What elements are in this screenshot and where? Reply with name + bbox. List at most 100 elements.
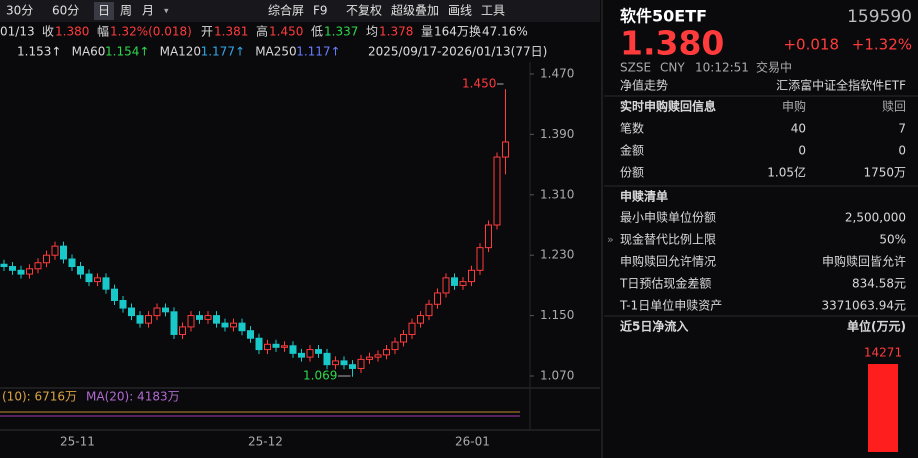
quote-value: 47.16% (482, 25, 528, 39)
quote-label: 量 (421, 25, 433, 39)
flow-value: 14271 (864, 346, 902, 360)
candle-body (459, 281, 467, 286)
status: 10:12:51 (695, 61, 749, 75)
candle-body (408, 322, 416, 335)
date-label: 25-12 (248, 435, 283, 449)
candle-body (68, 258, 76, 268)
ma-value: 1.153↑ (17, 45, 61, 59)
candle-body (179, 326, 186, 335)
candle-body (119, 300, 127, 309)
row-value: 2,500,000 (845, 211, 906, 225)
candle-body (400, 333, 407, 343)
row-value: 申购赎回皆允许 (822, 254, 906, 269)
dropdown[interactable]: ▾ (164, 7, 169, 17)
period-tab[interactable]: 30分 (6, 4, 33, 18)
candle-body (417, 315, 424, 324)
quote-value: 1.450 (269, 25, 303, 39)
row-label: T日预估现金差额 (619, 276, 711, 291)
tool-button[interactable]: 综合屏 (268, 3, 304, 18)
row-label: 申购赎回允许情况 (620, 254, 716, 269)
nav-label: 净值走势 (620, 78, 668, 93)
candle-body (264, 343, 271, 351)
row-label: 最小申赎单位份额 (620, 210, 716, 225)
candle-body (255, 337, 263, 351)
price-tick-label: 1.470 (540, 67, 574, 81)
price-tick-label: 1.230 (540, 248, 574, 262)
section-title: 申赎清单 (620, 189, 668, 204)
row-label: 笔数 (620, 121, 644, 136)
low-label: 1.069 (303, 369, 337, 383)
col-header: 申购 (782, 99, 806, 114)
volume-legend: (10): 6716万 (2, 390, 77, 404)
candle-body (323, 352, 331, 366)
quote-value: 1.337 (324, 25, 358, 39)
tool-button[interactable]: 不复权 (346, 4, 382, 18)
tool-button[interactable]: 画线 (448, 4, 472, 18)
row-label: 金额 (620, 143, 644, 158)
col-header: 赎回 (882, 100, 906, 114)
ma-label: MA250 (255, 45, 296, 59)
price-tick-label: 1.390 (540, 127, 574, 141)
candle-body (442, 277, 450, 294)
candle-body (111, 288, 118, 301)
quote-label: 换 (469, 25, 481, 39)
date-label: 26-01 (455, 435, 490, 449)
candle-body (51, 245, 59, 256)
section-title: 实时申购赎回信息 (620, 99, 716, 114)
ma-label: MA60 (72, 45, 106, 59)
period-tab[interactable]: 周 (120, 4, 132, 18)
period-tab[interactable]: 日 (98, 4, 110, 18)
status: CNY (660, 61, 685, 75)
candle-body (128, 307, 135, 317)
high-label: 1.450 (462, 77, 496, 91)
candle-body (0, 263, 8, 268)
candle-body (136, 315, 144, 324)
candle-body (374, 354, 382, 358)
collapse-arrow[interactable]: » (607, 233, 614, 246)
tool-button[interactable]: 工具 (481, 4, 505, 18)
section-title: 近5日净流入 (620, 319, 688, 334)
ma-value: 1.154↑ (105, 45, 149, 59)
candle-body (340, 360, 348, 366)
tool-button[interactable]: F9 (313, 4, 328, 18)
candle-body (298, 352, 305, 358)
unit-label: 单位(万元) (847, 319, 906, 334)
candle-body (77, 266, 84, 275)
period-tab[interactable]: 60分 (52, 4, 79, 18)
candle-body (332, 360, 339, 366)
period-selected (94, 2, 114, 20)
candle-body (153, 307, 161, 317)
candle-body (315, 349, 322, 354)
period-tab[interactable]: 月 (142, 4, 154, 18)
quote-value: 01/13 (0, 25, 35, 39)
toolbar-bg (0, 0, 600, 22)
row-label: 现金替代比例上限 (620, 232, 716, 247)
quote-label: 开 (201, 25, 213, 39)
tool-button[interactable]: 超级叠加 (391, 3, 439, 18)
price-tick-label: 1.150 (540, 308, 574, 322)
quote-value: 1.32%(0.018) (110, 25, 192, 39)
candle-body (145, 315, 152, 324)
quote-label: 幅 (97, 24, 109, 39)
change-pct: +1.32% (852, 36, 912, 54)
ma-value: 1.177↑ (201, 45, 245, 59)
row-label: T-1日单位申赎资产 (619, 298, 722, 313)
quote-label: 低 (311, 25, 323, 39)
volume-legend: MA(20): 4183万 (86, 390, 180, 404)
candle-body (43, 254, 50, 264)
candle-body (94, 277, 101, 283)
change: +0.018 (783, 36, 839, 54)
date-range: 2025/09/17-2026/01/13(77日) (368, 45, 547, 59)
candle-body (468, 269, 475, 283)
candle-body (247, 330, 254, 339)
candle-body (60, 245, 67, 260)
candle-body (17, 269, 25, 275)
nav-value: 汇添富中证全指软件ETF (776, 78, 906, 93)
candle-body (170, 311, 178, 335)
candle-body (366, 356, 373, 360)
row-value: 0 (898, 144, 906, 158)
flow-bar (868, 364, 898, 452)
candle-body (162, 307, 169, 313)
candle-body (85, 273, 93, 283)
